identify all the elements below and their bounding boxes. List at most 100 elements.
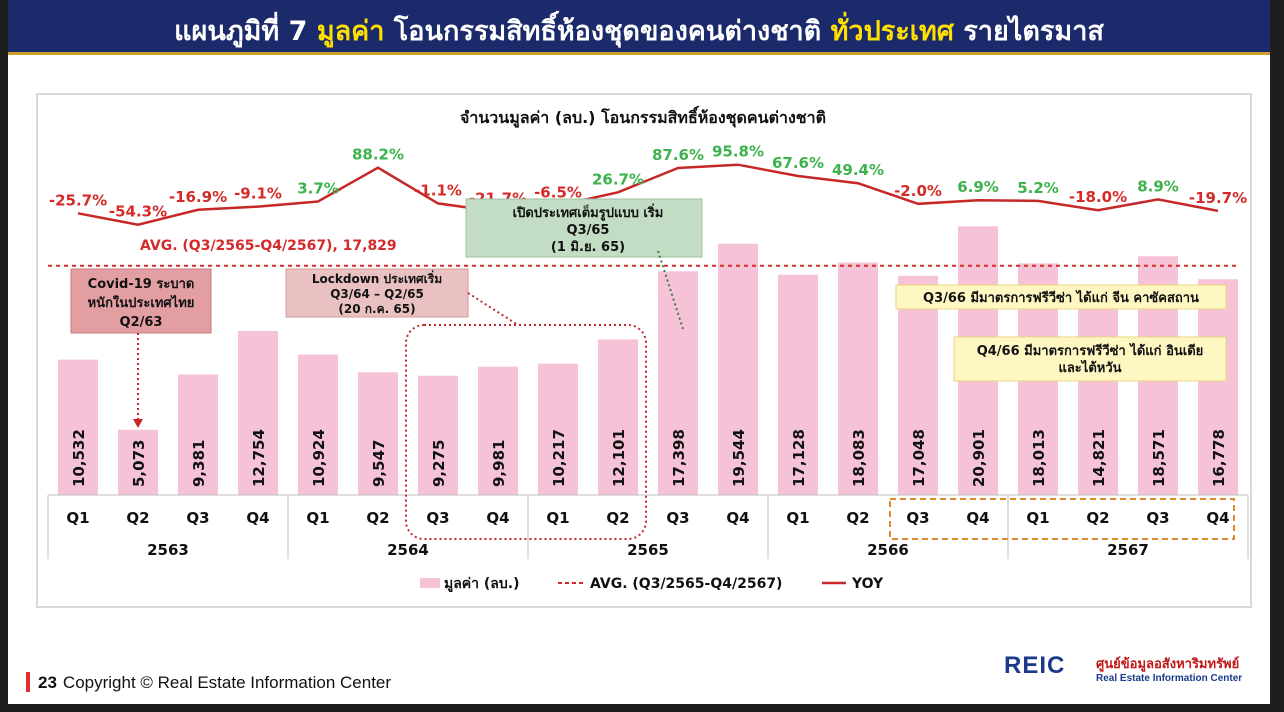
reopen-annotation-text: เปิดประเทศเต็มรูปแบบ เริ่ม [513, 203, 664, 221]
yoy-label: -19.7% [1189, 189, 1247, 207]
visa-q3-annotation-box [895, 284, 1227, 310]
reopen-annotation-box [465, 198, 703, 258]
chart: จำนวนมูลค่า (ลบ.) โอนกรรมสิทธิ์ห้องชุดคน… [47, 106, 1249, 592]
reopen-annotation-connector [657, 250, 684, 330]
quarter-tick-label: Q1 [1026, 509, 1049, 527]
lockdown-annotation-text: (20 ก.ค. 65) [338, 302, 415, 316]
bar [358, 372, 398, 495]
copyright-text: Copyright © Real Estate Information Cent… [62, 673, 392, 692]
quarter-tick-label: Q2 [366, 509, 389, 527]
yoy-label: -6.5% [534, 184, 582, 202]
covid-annotation-text: Covid-19 ระบาด [88, 277, 195, 292]
bar-value-label: 19,544 [730, 429, 748, 487]
page-title: แผนภูมิที่ 7 มูลค่า โอนกรรมสิทธิ์ห้องชุด… [8, 9, 1270, 52]
logo-thai-text: ศูนย์ข้อมูลอสังหาริมทรัพย์ [1096, 657, 1240, 672]
quarter-tick-label: Q1 [306, 509, 329, 527]
bar [898, 275, 938, 495]
bar [418, 375, 458, 495]
lockdown-annotation-text: Lockdown ประเทศเริ่ม [312, 270, 442, 286]
quarter-tick-label: Q4 [966, 509, 989, 527]
logo-english-text: Real Estate Information Center [1096, 673, 1243, 684]
yoy-label: 49.4% [832, 161, 884, 179]
quarter-tick-label: Q2 [846, 509, 869, 527]
quarter-tick-label: Q3 [426, 509, 449, 527]
year-tick-label: 2565 [627, 541, 669, 559]
reopen-annotation-text: (1 มิ.ย. 65) [551, 240, 625, 255]
chart-frame: จำนวนมูลค่า (ลบ.) โอนกรรมสิทธิ์ห้องชุดคน… [36, 93, 1252, 608]
bar-value-label: 17,128 [790, 429, 808, 487]
title-middle: โอนกรรมสิทธิ์ห้องชุดของคนต่างชาติ [384, 16, 831, 47]
bar [58, 359, 98, 495]
bar-value-label: 17,398 [670, 429, 688, 487]
lockdown-annotation-box [285, 268, 469, 318]
yoy-label: 6.9% [957, 178, 999, 196]
logo-mark: REIC [1004, 652, 1066, 679]
bar-value-label: 12,754 [250, 429, 268, 487]
bar-value-label: 9,547 [370, 440, 388, 487]
yoy-label: -54.3% [109, 203, 167, 221]
legend-avg-label: AVG. (Q3/2565-Q4/2567) [590, 576, 782, 592]
lockdown-period-outline [405, 324, 647, 540]
bar [838, 262, 878, 495]
quarter-tick-label: Q2 [1086, 509, 1109, 527]
bar-value-label: 9,981 [490, 440, 508, 487]
quarter-tick-label: Q4 [486, 509, 509, 527]
yoy-label: -2.0% [894, 182, 942, 200]
yoy-label: 3.7% [297, 180, 339, 198]
bar [778, 274, 818, 495]
visa-q4-annotation-text: Q4/66 มีมาตรการฟรีวีซ่า ได้แก่ อินเดีย [977, 342, 1204, 359]
page-number: 23 [38, 673, 57, 692]
lockdown-annotation-text: Q3/64 – Q2/65 [330, 287, 424, 301]
bar-value-label: 10,217 [550, 429, 568, 487]
quarter-tick-label: Q3 [906, 509, 929, 527]
bar [118, 429, 158, 495]
bar [478, 366, 518, 495]
footer: 23 Copyright © Real Estate Information Ce… [38, 673, 391, 693]
quarter-tick-label: Q4 [246, 509, 269, 527]
bar [718, 243, 758, 495]
reopen-annotation-text: Q3/65 [567, 223, 610, 238]
quarter-tick-label: Q4 [1206, 509, 1229, 527]
visa-q3-annotation-text: Q3/66 มีมาตรการฟรีวีซ่า ได้แก่ จีน คาซัค… [923, 289, 1199, 306]
quarter-tick-label: Q2 [126, 509, 149, 527]
year-tick-label: 2567 [1107, 541, 1149, 559]
quarter-tick-label: Q4 [726, 509, 749, 527]
title-prefix: แผนภูมิที่ 7 [174, 16, 317, 47]
bar [298, 354, 338, 495]
bar [538, 363, 578, 495]
quarter-tick-label: Q3 [186, 509, 209, 527]
chart-title: จำนวนมูลค่า (ลบ.) โอนกรรมสิทธิ์ห้องชุดคน… [460, 106, 826, 129]
bar-value-label: 5,073 [130, 440, 148, 487]
legend-bar-swatch [420, 578, 440, 588]
visa-q4-annotation-box [953, 336, 1227, 382]
bar-value-label: 10,532 [70, 429, 88, 487]
bar-value-label: 10,924 [310, 429, 328, 487]
year-tick-label: 2566 [867, 541, 909, 559]
covid-annotation-box [70, 268, 212, 334]
bar-value-label: 14,821 [1090, 429, 1108, 487]
bar-value-label: 16,778 [1210, 429, 1228, 487]
footer-accent [26, 672, 30, 692]
lockdown-annotation-connector [467, 292, 519, 326]
yoy-label: 26.7% [592, 170, 644, 188]
legend-bar-label: มูลค่า (ลบ.) [444, 576, 520, 592]
yoy-label: 8.9% [1137, 177, 1179, 195]
yoy-label: -1.1% [414, 181, 462, 199]
reic-logo: REIC ศูนย์ข้อมูลอสังหาริมทรัพย์ Real Est… [1004, 650, 1254, 694]
yoy-label: 87.6% [652, 146, 704, 164]
bar [178, 374, 218, 495]
quarter-tick-label: Q1 [546, 509, 569, 527]
covid-annotation-text: Q2/63 [120, 315, 163, 330]
yoy-label: -9.1% [234, 185, 282, 203]
yoy-label: -25.7% [49, 191, 107, 209]
covid-annotation-arrowhead [133, 419, 143, 428]
bar-value-label: 18,571 [1150, 429, 1168, 487]
bar-value-label: 9,275 [430, 440, 448, 487]
yoy-label: -18.0% [1069, 188, 1127, 206]
visa-q4-annotation-text: และไต้หวัน [1058, 359, 1121, 376]
yoy-label: 5.2% [1017, 179, 1059, 197]
covid-annotation-text: หนักในประเทศไทย [88, 294, 195, 311]
yoy-label: 67.6% [772, 154, 824, 172]
title-highlight-value: มูลค่า [316, 16, 385, 47]
quarter-tick-label: Q3 [666, 509, 689, 527]
